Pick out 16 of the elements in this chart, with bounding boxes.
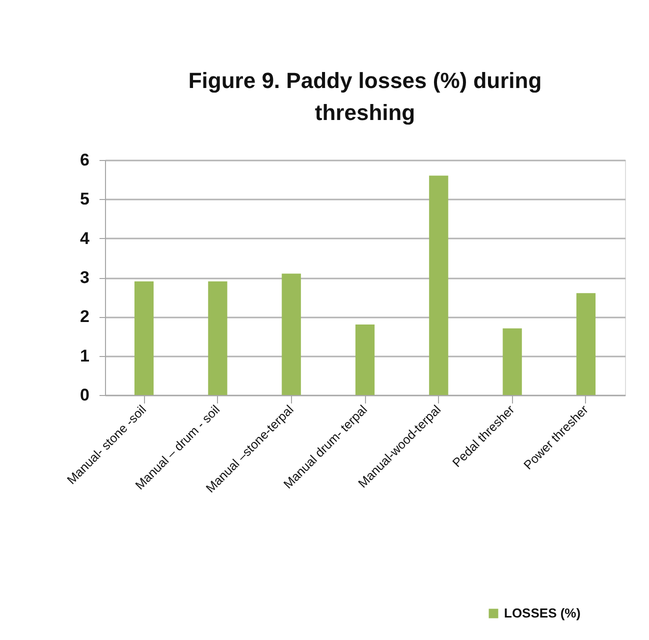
bar [502, 328, 522, 395]
bar [355, 324, 375, 395]
bar [134, 281, 154, 395]
y-tick-label: 5 [80, 190, 90, 209]
y-tick-label: 1 [80, 346, 90, 366]
chart-title: Figure 9. Paddy losses (%) during threshing [188, 68, 542, 125]
y-tick-label: 0 [80, 386, 90, 404]
y-tick-label: 3 [80, 268, 90, 287]
y-tick-label: 4 [80, 228, 90, 248]
bar [429, 176, 448, 395]
bar [282, 274, 301, 395]
y-tick-label: 2 [80, 307, 90, 326]
bar [208, 281, 228, 395]
y-tick-label: 6 [80, 150, 90, 170]
legend-label: LOSSES (%) [504, 606, 581, 620]
bar [576, 293, 596, 395]
